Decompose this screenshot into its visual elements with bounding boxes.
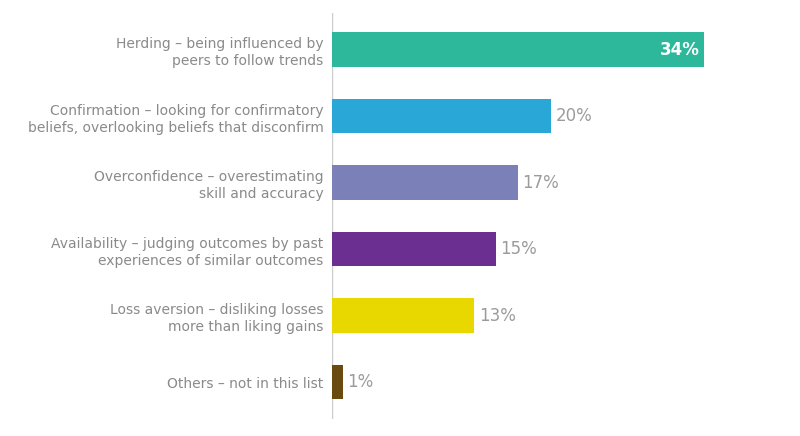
Bar <box>332 232 496 266</box>
Bar <box>332 365 343 399</box>
Bar <box>332 99 551 133</box>
Bar <box>332 165 518 200</box>
Bar <box>332 32 704 67</box>
Text: 15%: 15% <box>501 240 538 258</box>
Text: 17%: 17% <box>522 174 559 191</box>
Text: 20%: 20% <box>555 107 592 125</box>
Bar <box>332 298 474 333</box>
Text: 1%: 1% <box>347 373 374 391</box>
Text: 34%: 34% <box>660 41 700 58</box>
Text: 13%: 13% <box>478 307 515 324</box>
